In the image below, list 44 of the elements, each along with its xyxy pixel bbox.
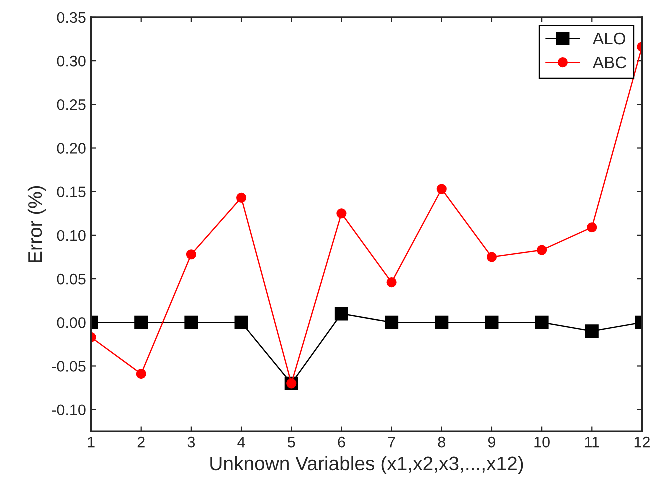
point [436,184,447,194]
y-tick-label: -0.10 [52,404,86,416]
y-tick-label: 0.25 [57,100,86,110]
y-tick-label: 0.35 [57,12,86,24]
point [234,316,248,330]
x-tick-label: 2 [138,436,145,448]
y-tick-label: 0.15 [57,186,86,198]
y-tick-label: 0.20 [57,143,86,154]
x-tick-label: 9 [488,436,496,448]
point [535,316,549,330]
y-tick-label: -0.05 [52,361,86,372]
legend-label: ABC [592,56,627,69]
x-tick-label: 1 [88,437,95,448]
y-tick-label: 0.00 [57,318,86,328]
point [486,252,497,262]
point [134,316,148,330]
x-tick-label: 12 [634,436,650,448]
y-axis-title: Error (%) [28,186,46,262]
point [184,316,198,330]
point [385,316,399,330]
y-tick-label: 0.05 [57,274,86,285]
point [136,369,146,380]
point [236,192,247,203]
x-axis-title: Unknown Variables (x1,x2,x3,...,x12) [210,456,524,474]
y-tick-label: 0.10 [57,230,86,242]
point [386,278,397,288]
x-tick-label: 10 [534,436,550,448]
point [587,222,598,233]
point [334,307,348,321]
x-tick-label: 3 [188,436,196,448]
x-tick-label: 11 [585,437,600,448]
y-tick-label: 0.30 [57,56,86,67]
point [435,316,449,330]
x-tick-label: 7 [388,437,396,448]
point [585,324,599,338]
point [537,245,548,256]
x-tick-label: 4 [238,437,246,448]
x-tick-label: 5 [288,437,296,448]
x-tick-label: 8 [438,436,446,448]
point [186,250,196,260]
point [336,208,347,219]
legend-label: ALO [592,32,626,45]
point [485,316,499,330]
x-tick-label: 6 [338,436,346,448]
